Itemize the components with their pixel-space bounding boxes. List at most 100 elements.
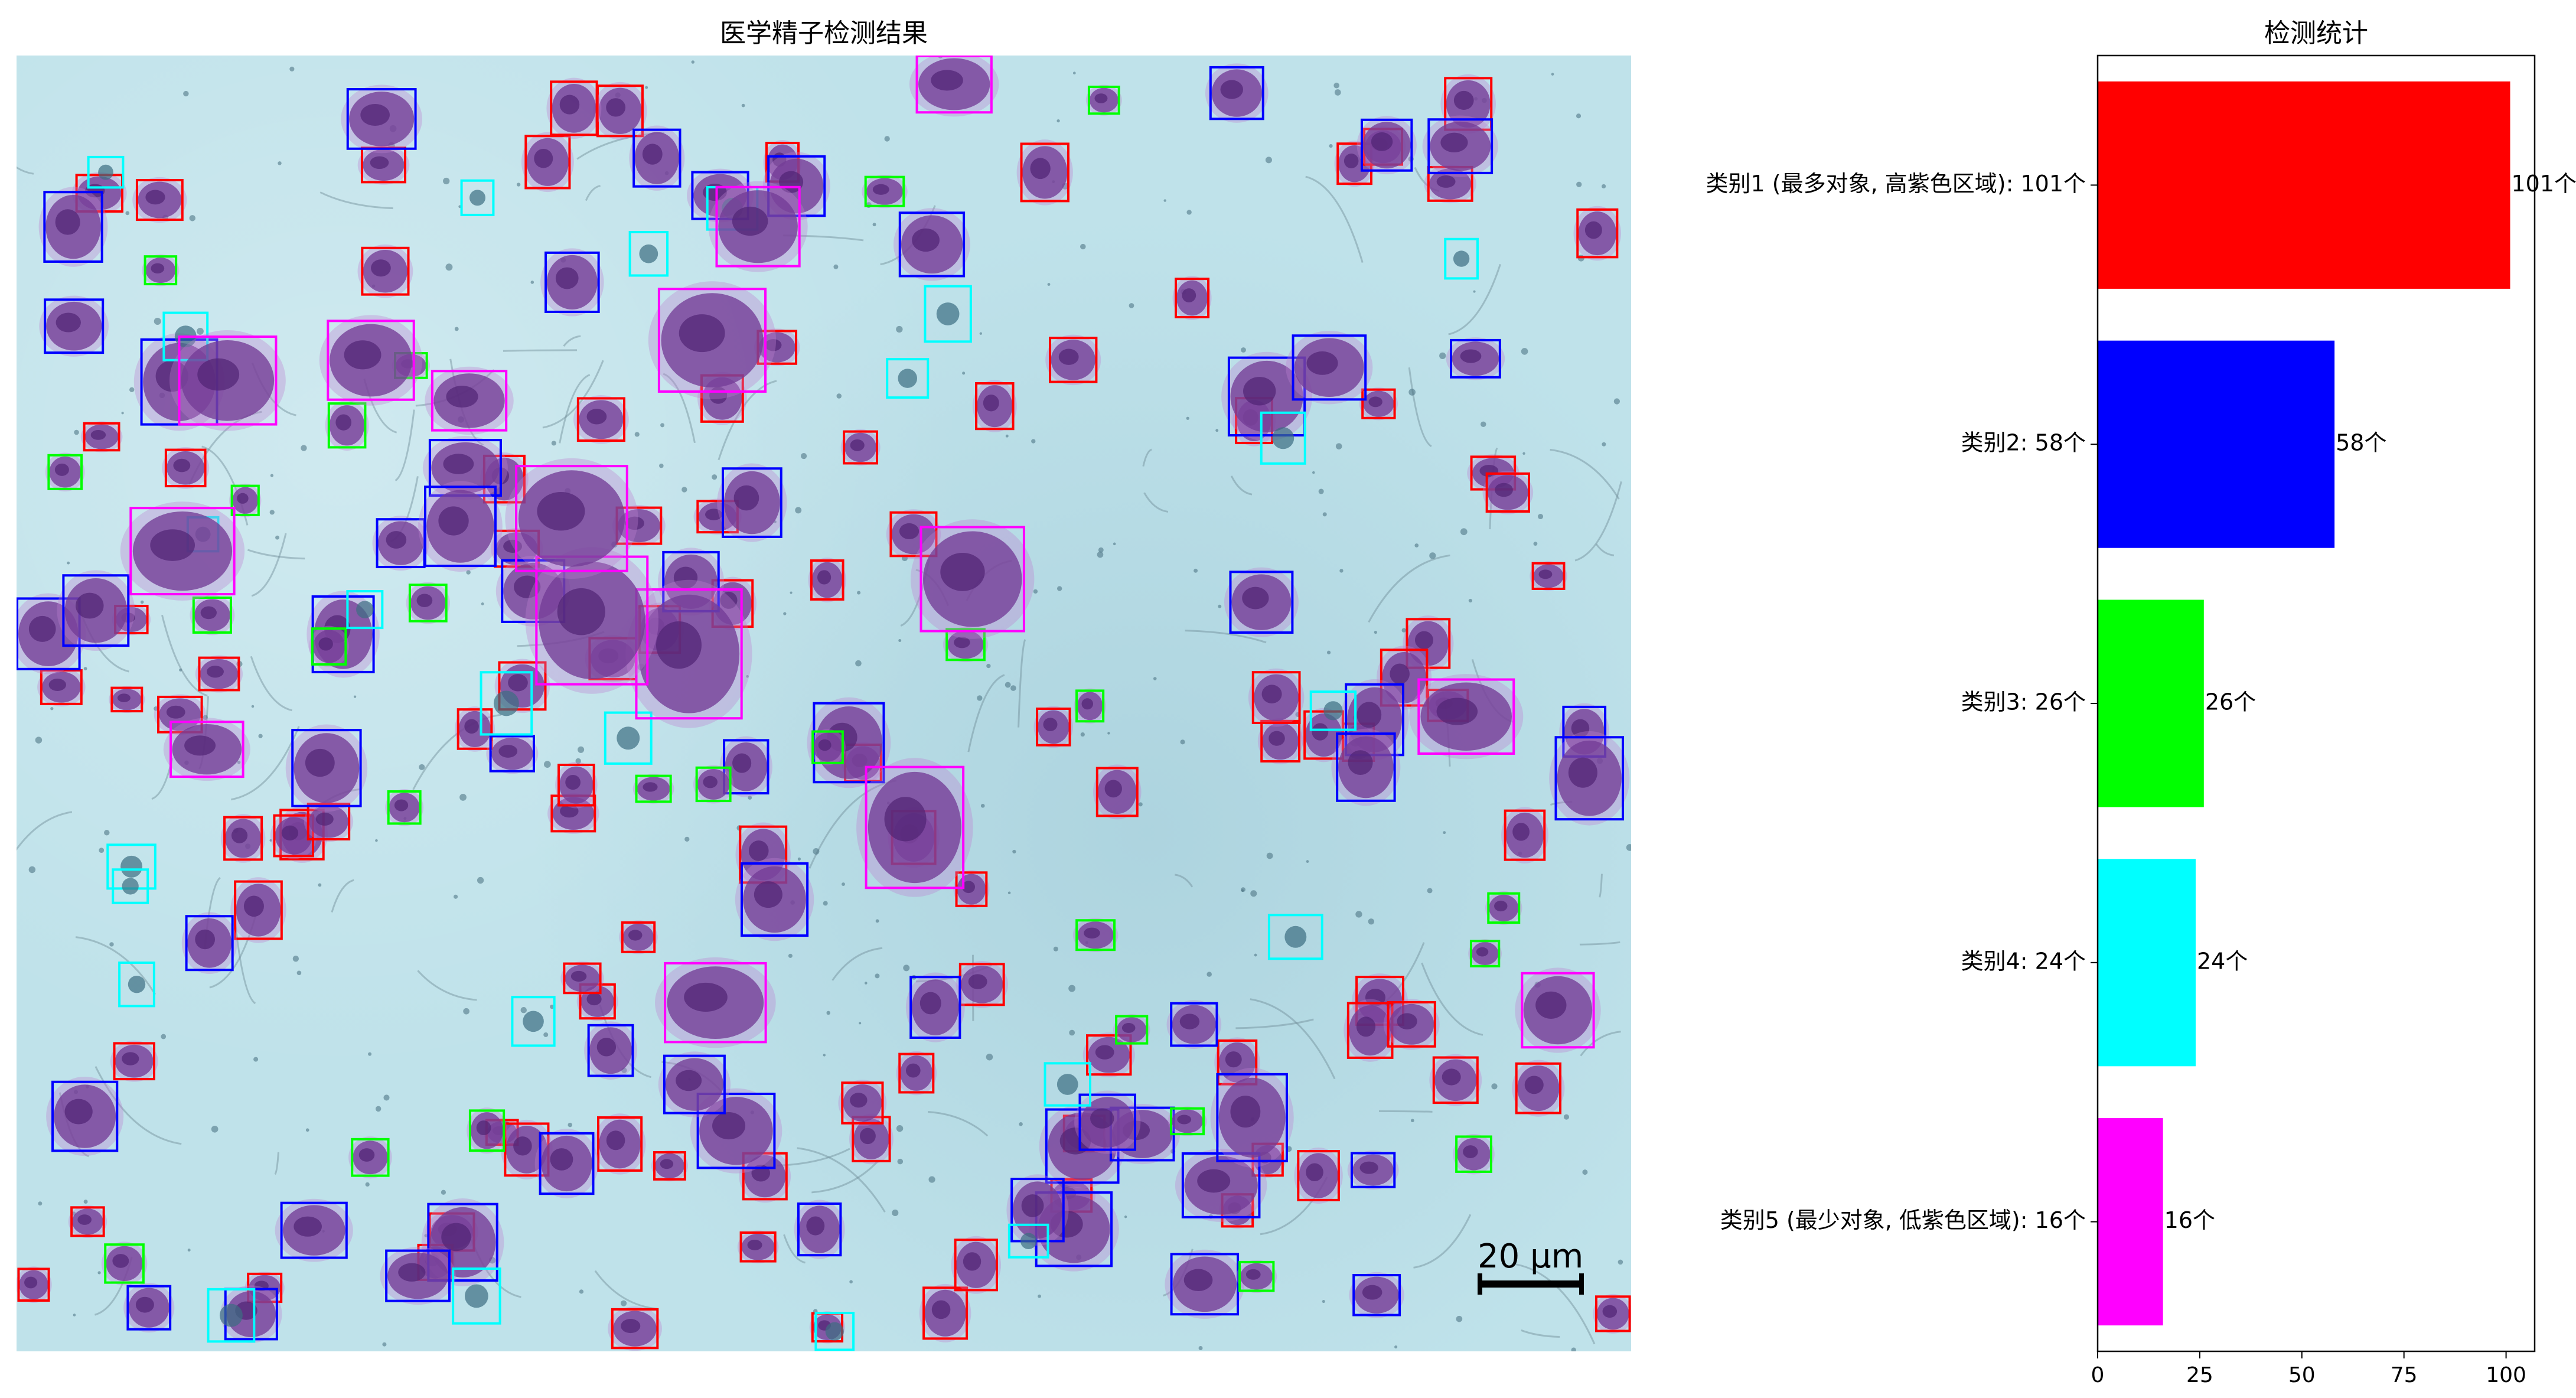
detection-box (810, 559, 844, 601)
detection-box (1095, 767, 1139, 817)
detection-box (576, 397, 625, 442)
detection-box (1531, 562, 1566, 590)
microscopy-image (17, 56, 1631, 1351)
detection-box (1075, 689, 1105, 723)
detection-box (663, 1054, 726, 1115)
detection-boxes-layer (17, 56, 1631, 1351)
detection-box (346, 590, 384, 630)
detection-box (1417, 678, 1515, 755)
detection-box (291, 729, 362, 807)
bar-value-label-3: 26个 (2205, 689, 2256, 715)
detection-box (539, 1132, 595, 1195)
detection-box (955, 871, 988, 907)
detection-box (1427, 118, 1494, 174)
detection-box (1469, 940, 1501, 967)
detection-box (40, 669, 83, 705)
detection-box (1036, 707, 1071, 747)
detection-box (865, 765, 965, 889)
detection-box (129, 507, 236, 595)
detection-box (635, 774, 672, 803)
detection-box (1227, 356, 1306, 437)
detection-box (1209, 66, 1264, 120)
detection-box (722, 467, 782, 538)
detection-box (1078, 1093, 1136, 1151)
detection-box (346, 88, 417, 150)
detection-box (273, 814, 315, 858)
detection-box (1450, 338, 1501, 379)
detection-box (1049, 337, 1098, 383)
detection-box (1115, 1015, 1149, 1045)
detection-box (1361, 388, 1396, 419)
detection-box (1352, 1273, 1401, 1316)
detection-box (557, 764, 595, 807)
detection-box (351, 1138, 390, 1177)
detection-box (1360, 118, 1413, 172)
detection-box (1432, 1056, 1479, 1104)
detection-image-title: 医学精子检测结果 (720, 18, 928, 48)
detection-box (1007, 1223, 1049, 1259)
detection-box (611, 1308, 659, 1350)
detection-box (813, 702, 885, 784)
scale-bar (1478, 1273, 1584, 1295)
detection-box (327, 320, 415, 401)
detection-box (1515, 1062, 1562, 1115)
detection-box (280, 1201, 348, 1259)
detection-box (954, 1239, 998, 1292)
bar-value-label-4: 24个 (2197, 948, 2248, 974)
detection-box (886, 358, 930, 399)
detection-box (1576, 208, 1619, 259)
category-tick-label-2: 类别2: 58个 (1961, 430, 2086, 456)
detection-box (898, 1052, 935, 1094)
detection-box (44, 298, 105, 354)
detection-box (70, 1206, 105, 1237)
bar-category-3 (2098, 599, 2204, 807)
detection-box (864, 175, 905, 207)
detection-box (1238, 1260, 1275, 1292)
detection-box (739, 1231, 777, 1263)
detection-box (198, 656, 240, 692)
detection-box (164, 448, 207, 488)
detection-box (524, 135, 571, 190)
detection-box (1260, 719, 1301, 762)
detection-box (922, 1286, 969, 1340)
detection-box (460, 179, 495, 216)
x-tick-label-1: 25 (2186, 1363, 2213, 1387)
bar-value-label-2: 58个 (2336, 430, 2386, 456)
scale-bar-label: 20 μm (1478, 1237, 1584, 1276)
detection-box (628, 230, 669, 277)
detection-box (230, 484, 260, 516)
detection-box (126, 1285, 172, 1331)
detection-box (544, 251, 600, 314)
category-tick-label-5: 类别5 (最少对象, 低紫色区域): 16个 (1720, 1207, 2086, 1233)
detection-box (1170, 1253, 1240, 1316)
detection-box (1229, 571, 1294, 634)
detection-box (207, 1288, 256, 1343)
detection-box (1020, 142, 1069, 203)
statistics-chart-title: 检测统计 (2264, 18, 2368, 48)
detection-box (695, 766, 732, 803)
detection-box (144, 255, 178, 286)
detection-box (814, 1312, 855, 1351)
detection-box (1216, 1073, 1288, 1162)
bar-category-2 (2098, 340, 2335, 548)
detection-box (1267, 914, 1323, 960)
detection-box (480, 671, 533, 736)
detection-box (1010, 1178, 1065, 1243)
detection-box (604, 711, 653, 765)
detection-box (632, 128, 682, 188)
detection-box (1485, 472, 1531, 513)
detection-box (515, 465, 628, 572)
detection-box (657, 288, 767, 393)
detection-box (112, 868, 149, 904)
detection-box (715, 185, 801, 268)
bar-value-label-5: 16个 (2164, 1207, 2215, 1233)
detection-box (185, 915, 234, 972)
detection-box (1350, 1152, 1396, 1188)
x-tick-label-4: 100 (2486, 1363, 2526, 1387)
detection-box (1336, 732, 1396, 802)
detection-box (62, 574, 130, 647)
detection-box (889, 511, 938, 558)
detection-box (361, 246, 410, 296)
detection-box (135, 178, 184, 221)
detection-box (43, 191, 103, 263)
